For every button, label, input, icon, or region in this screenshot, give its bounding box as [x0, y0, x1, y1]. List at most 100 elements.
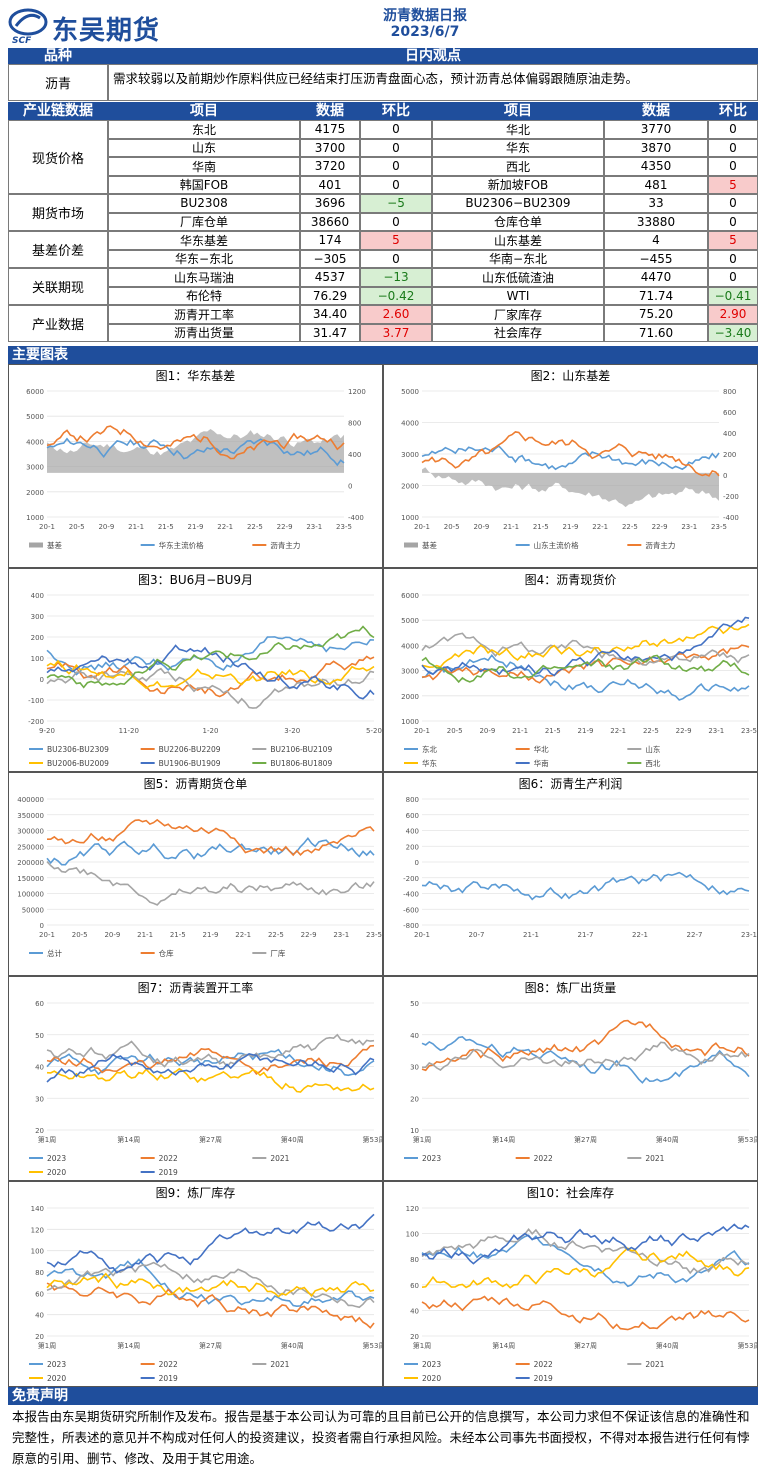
x-tick-label: 第27周 — [199, 1341, 222, 1350]
y2-tick-label: 800 — [348, 420, 361, 428]
disclaimer-text: 本报告由东吴期货研究所制作及发布。报告是基于本公司认为可靠的且目前已公开的信息撰… — [12, 1409, 750, 1466]
table-cell: 厂库仓单 — [108, 212, 300, 231]
table-cell: 仓库仓单 — [432, 212, 604, 231]
table-cell: 3720 — [300, 157, 360, 176]
y-tick-label: 10 — [410, 1127, 419, 1135]
table-cell: WTI — [432, 286, 604, 305]
logo-sub: SCF — [12, 36, 32, 46]
disclaimer-title: 免责声明 — [8, 1387, 758, 1405]
series-line — [46, 425, 345, 460]
table-cell: −455 — [604, 249, 708, 268]
table-cell: 华南 — [108, 157, 300, 176]
table-cell: −13 — [360, 268, 432, 287]
y2-tick-label: 0 — [723, 472, 727, 480]
table-header-cell: 项目 — [432, 102, 604, 120]
chart-panel: 图10：社会库存 120 100 80 60 40 20 第1周 第14周 第27周 第40周 第53… — [383, 1181, 758, 1387]
group-label: 关联期现 — [8, 268, 108, 305]
y-tick-label: 20 — [410, 1095, 419, 1103]
chart-title: 图5：沥青期货仓单 — [143, 777, 248, 791]
table-cell: 2.90 — [708, 305, 758, 324]
x-tick-label: 9-20 — [39, 727, 55, 735]
y-tick-label: 40 — [35, 1312, 44, 1320]
series-line — [421, 1223, 750, 1265]
table-cell: 山东低硫渣油 — [432, 268, 604, 287]
x-tick-label: 21-1 — [137, 931, 153, 939]
y-tick-label: -400 — [403, 891, 419, 899]
series-line — [46, 1213, 375, 1274]
y-tick-label: -200 — [28, 718, 44, 726]
x-tick-label: 22-5 — [247, 523, 263, 531]
legend-label: BU2006-BU2009 — [47, 759, 109, 768]
x-tick-label: 22-1 — [235, 931, 251, 939]
table-cell: 31.47 — [300, 323, 360, 342]
x-tick-label: 20-9 — [104, 931, 120, 939]
series-line — [46, 1044, 375, 1075]
table-cell: −5 — [360, 194, 432, 213]
y-tick-label: 50 — [410, 1000, 419, 1008]
table-cell: 0 — [360, 138, 432, 157]
legend-label: 2021 — [270, 1154, 289, 1163]
x-tick-label: 第1周 — [38, 1135, 56, 1144]
legend-label: 东北 — [422, 744, 437, 754]
legend-label: 2020 — [47, 1168, 66, 1177]
table-cell: −3.40 — [708, 323, 758, 342]
table-cell: 社会库存 — [432, 323, 604, 342]
table-cell: 0 — [708, 194, 758, 213]
group-label: 产业数据 — [8, 305, 108, 342]
x-tick-label: 20-1 — [414, 523, 430, 531]
y-tick-label: 80 — [410, 1256, 419, 1264]
table-cell: 481 — [604, 175, 708, 194]
x-tick-label: 22-9 — [301, 931, 317, 939]
y-tick-label: 350000 — [17, 812, 44, 820]
legend-label: 华北 — [534, 744, 549, 754]
legend-label: 沥青主力 — [645, 540, 675, 550]
x-tick-label: 20-9 — [479, 727, 495, 735]
col-variety-header: 品种 — [8, 48, 108, 64]
chart-panel: 图2：山东基差 5000 4000 3000 2000 1000 800 600 400 200 0… — [383, 364, 758, 568]
series-line — [46, 861, 375, 906]
x-tick-label: 20-5 — [69, 523, 85, 531]
y2-tick-label: -400 — [723, 514, 739, 522]
table-cell: 75.20 — [604, 305, 708, 324]
table-cell: 4 — [604, 231, 708, 250]
table-cell: 华南−东北 — [432, 249, 604, 268]
legend-label: 2019 — [159, 1374, 178, 1383]
y-tick-label: 120 — [406, 1205, 419, 1213]
y-tick-label: 140 — [31, 1205, 44, 1213]
col-view-header: 日内观点 — [108, 48, 758, 64]
series-line — [421, 654, 750, 701]
y-tick-label: 2000 — [401, 693, 419, 701]
x-tick-label: 20-5 — [72, 931, 88, 939]
table-cell: 0 — [708, 138, 758, 157]
y-tick-label: 150000 — [17, 875, 44, 883]
table-cell: 0 — [360, 175, 432, 194]
series-line — [46, 1282, 375, 1329]
y-tick-label: 300 — [31, 613, 44, 621]
y-tick-label: 0 — [415, 859, 419, 867]
x-tick-label: 21-5 — [158, 523, 174, 531]
y-tick-label: -600 — [403, 906, 419, 914]
x-tick-label: 第1周 — [413, 1341, 431, 1350]
x-tick-label: 21-1 — [523, 931, 539, 939]
table-cell: 33880 — [604, 212, 708, 231]
table-header-cell: 数据 — [604, 102, 708, 120]
y-tick-label: 1000 — [401, 514, 419, 522]
table-cell: −305 — [300, 249, 360, 268]
legend-label: 2020 — [47, 1374, 66, 1383]
table-header-cell: 项目 — [108, 102, 300, 120]
y2-tick-label: -200 — [723, 493, 739, 501]
y-tick-label: 6000 — [401, 592, 419, 600]
table-cell: 0 — [708, 249, 758, 268]
legend-label: BU1806-BU1809 — [270, 759, 332, 768]
logo-text: 东吴期货 — [52, 16, 161, 46]
table-cell: 沥青出货量 — [108, 323, 300, 342]
table-cell: 4175 — [300, 120, 360, 139]
x-tick-label: 22-1 — [592, 523, 608, 531]
legend-label: 华南 — [534, 758, 549, 768]
chart-svg: 400 300 200 100 0 -100 -2009-20 11-20 1-20 3-20 5-… — [28, 592, 382, 768]
table-cell: −0.41 — [708, 286, 758, 305]
y-tick-label: -800 — [403, 922, 419, 930]
x-tick-label: 第27周 — [199, 1135, 222, 1144]
chart-title: 图7：沥青装置开工率 — [137, 981, 254, 995]
table-header-cell: 数据 — [300, 102, 360, 120]
